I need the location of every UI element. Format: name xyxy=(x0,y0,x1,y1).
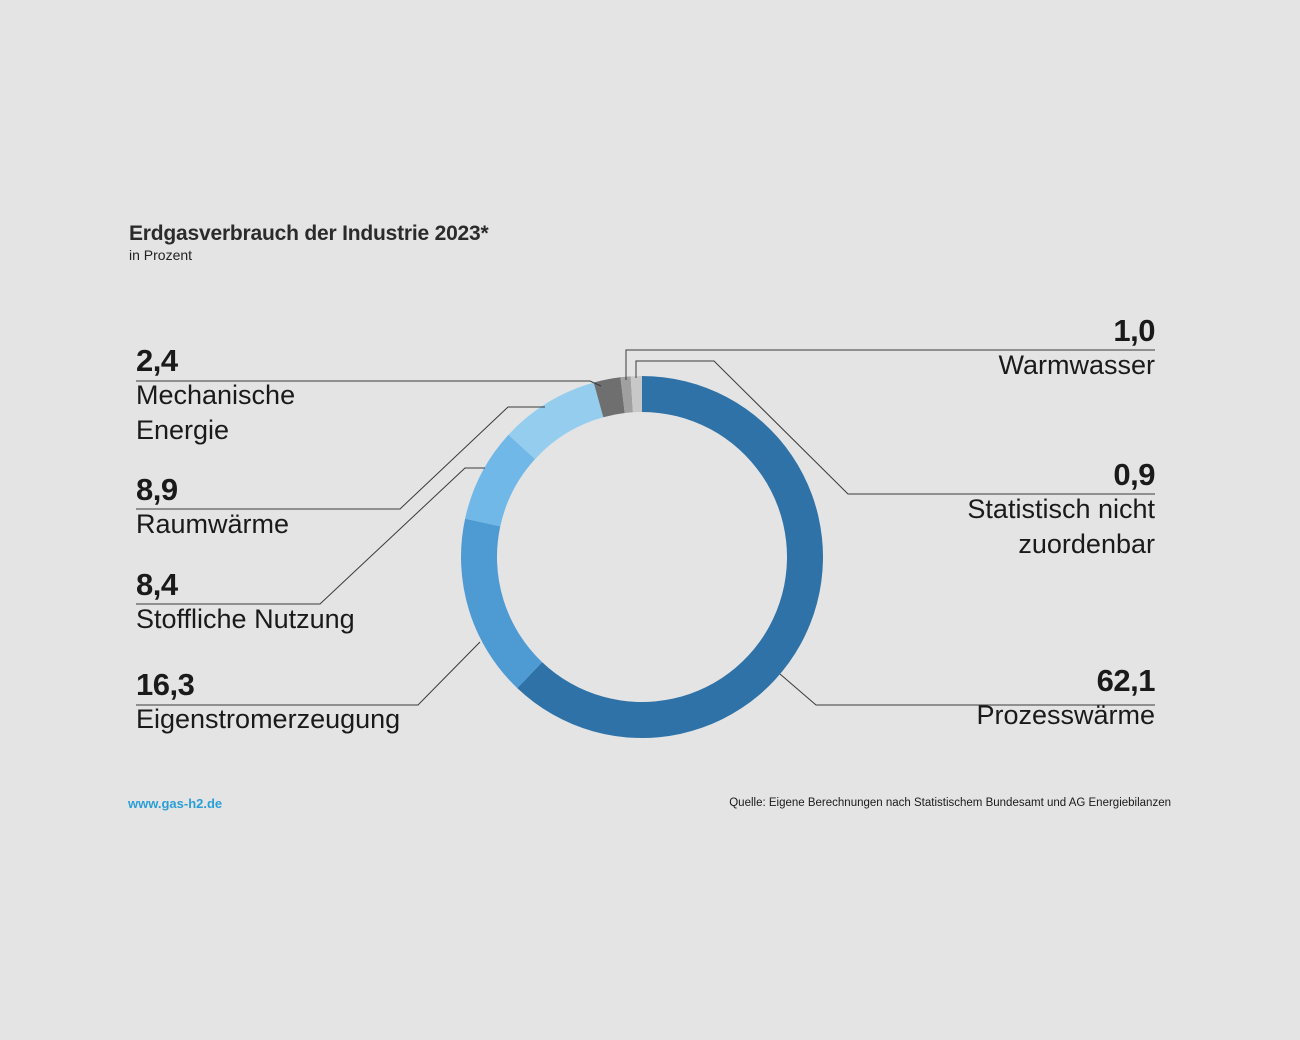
source-note: Quelle: Eigene Berechnungen nach Statist… xyxy=(729,797,1171,809)
slice-eigenstrom xyxy=(460,518,543,689)
slice-prozesswaerme xyxy=(517,376,823,739)
chart-subtitle: in Prozent xyxy=(129,247,193,263)
name-warmwasser: Warmwasser xyxy=(998,350,1155,380)
leader-line-raumwaerme xyxy=(136,406,545,510)
leader-line-stofflich xyxy=(136,467,485,605)
name-statistisch-line2: zuordenbar xyxy=(1018,529,1155,559)
value-stoffliche-nutzung: 8,4 xyxy=(136,567,178,602)
leader-line-eigenstrom xyxy=(136,641,481,706)
donut-slices xyxy=(460,376,823,739)
value-prozesswaerme: 62,1 xyxy=(1096,663,1156,698)
name-eigenstromerzeugung: Eigenstromerzeugung xyxy=(136,704,401,734)
slice-mechanisch xyxy=(593,377,625,418)
value-eigenstromerzeugung: 16,3 xyxy=(136,667,195,702)
leader-lines xyxy=(136,349,1155,706)
slice-statistisch xyxy=(620,376,633,414)
name-stoffliche-nutzung: Stoffliche Nutzung xyxy=(136,604,355,634)
label-prozesswaerme: 62,1 Prozesswärme xyxy=(976,664,1155,733)
slice-warmwasser xyxy=(630,376,642,413)
name-prozesswaerme: Prozesswärme xyxy=(976,700,1155,730)
slice-stofflich xyxy=(465,434,536,527)
slice-raumwaerme xyxy=(508,382,604,460)
website-link[interactable]: www.gas-h2.de xyxy=(128,796,223,811)
value-statistisch: 0,9 xyxy=(1113,457,1155,492)
label-mechanische-energie: 2,4 Mechanische Energie xyxy=(136,344,295,448)
leader-line-prozesswaerme xyxy=(779,673,1155,706)
label-stoffliche-nutzung: 8,4 Stoffliche Nutzung xyxy=(136,568,355,637)
value-raumwaerme: 8,9 xyxy=(136,472,178,507)
label-warmwasser: 1,0 Warmwasser xyxy=(998,314,1155,383)
value-warmwasser: 1,0 xyxy=(1113,313,1155,348)
label-eigenstromerzeugung: 16,3 Eigenstromerzeugung xyxy=(136,668,400,737)
name-raumwaerme: Raumwärme xyxy=(136,509,290,539)
leader-line-mechanisch xyxy=(136,380,602,387)
label-statistisch-nicht-zuordenbar: 0,9 Statistisch nicht zuordenbar xyxy=(967,458,1155,562)
value-mechanische-energie: 2,4 xyxy=(136,343,178,378)
name-mechanische-energie-line2: Energie xyxy=(136,415,230,445)
chart-title: Erdgasverbrauch der Industrie 2023* xyxy=(129,222,489,245)
name-mechanische-energie-line1: Mechanische xyxy=(136,380,296,410)
label-raumwaerme: 8,9 Raumwärme xyxy=(136,473,289,542)
name-statistisch-line1: Statistisch nicht xyxy=(967,494,1155,524)
leader-line-warmwasser xyxy=(625,349,1155,380)
leader-line-statistisch xyxy=(635,360,1155,495)
